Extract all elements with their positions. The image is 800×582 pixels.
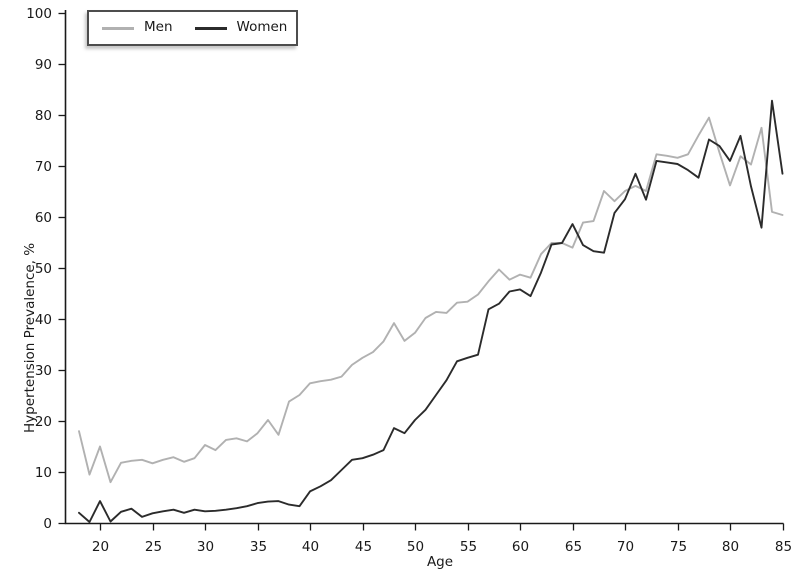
x-tick-label-50: 50 <box>407 539 424 555</box>
legend-label-men: Men <box>144 19 173 36</box>
x-tick-label-30: 30 <box>197 539 214 555</box>
y-tick-label-80: 80 <box>35 108 52 124</box>
x-axis-title: Age <box>426 554 454 570</box>
axes-spine <box>64 10 784 525</box>
x-tick-label-25: 25 <box>145 539 162 555</box>
x-tick-label-65: 65 <box>565 539 582 555</box>
y-tick-label-10: 10 <box>35 465 52 481</box>
x-tick-label-60: 60 <box>512 539 529 555</box>
men-line <box>78 116 784 484</box>
men-line-swatch <box>102 26 134 30</box>
y-axis-title: Hypertension Prevalence, % <box>22 242 38 433</box>
x-tick-label-80: 80 <box>722 539 739 555</box>
women-line <box>78 99 784 523</box>
legend: Men Women <box>87 10 298 46</box>
legend-item-women: Women <box>194 19 288 36</box>
x-tick-label-75: 75 <box>670 539 687 555</box>
x-tick-label-20: 20 <box>92 539 109 555</box>
y-tick-label-20: 20 <box>35 414 52 430</box>
y-tick-label-90: 90 <box>35 57 52 73</box>
y-tick-label-0: 0 <box>43 516 52 532</box>
x-tick-label-40: 40 <box>302 539 319 555</box>
x-tick-label-55: 55 <box>460 539 477 555</box>
x-tick-label-85: 85 <box>775 539 792 555</box>
women-line-swatch <box>194 26 227 30</box>
legend-label-women: Women <box>236 19 288 36</box>
y-tick-label-30: 30 <box>35 363 52 379</box>
y-tick-label-60: 60 <box>35 210 52 226</box>
x-tick-label-45: 45 <box>355 539 372 555</box>
y-tick-label-50: 50 <box>35 261 52 277</box>
y-tick-label-100: 100 <box>26 6 52 22</box>
legend-item-men: Men <box>102 21 173 35</box>
y-tick-label-70: 70 <box>35 159 52 175</box>
y-tick-label-40: 40 <box>35 312 52 328</box>
x-tick-label-35: 35 <box>250 539 267 555</box>
x-tick-label-70: 70 <box>617 539 634 555</box>
